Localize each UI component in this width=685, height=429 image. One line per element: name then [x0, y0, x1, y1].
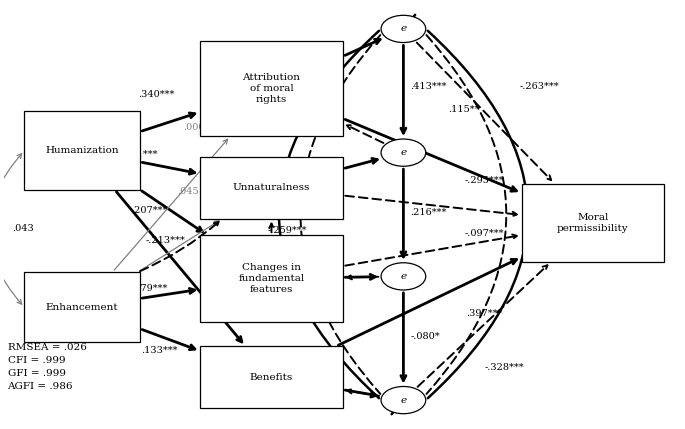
Text: e: e: [400, 272, 406, 281]
Text: -.259***: -.259***: [267, 226, 307, 235]
Text: Changes in
fundamental
features: Changes in fundamental features: [238, 263, 305, 294]
Text: e: e: [400, 24, 406, 33]
FancyArrowPatch shape: [142, 191, 202, 232]
FancyArrowPatch shape: [345, 39, 380, 55]
Circle shape: [381, 387, 426, 414]
Text: .340***: .340***: [138, 91, 175, 100]
Text: .043: .043: [12, 224, 34, 233]
Text: .179***: .179***: [132, 284, 168, 293]
FancyArrowPatch shape: [142, 163, 195, 174]
FancyBboxPatch shape: [25, 272, 140, 342]
Text: .121***: .121***: [121, 150, 158, 159]
FancyArrowPatch shape: [269, 224, 274, 233]
FancyArrowPatch shape: [345, 196, 517, 216]
Text: Benefits: Benefits: [250, 373, 293, 382]
FancyArrowPatch shape: [338, 260, 516, 345]
Text: e: e: [400, 148, 406, 157]
FancyArrowPatch shape: [401, 45, 406, 133]
FancyArrowPatch shape: [345, 119, 516, 191]
FancyArrowPatch shape: [301, 35, 380, 394]
Text: .413***: .413***: [410, 82, 447, 91]
FancyArrowPatch shape: [142, 329, 195, 350]
Text: .216***: .216***: [410, 208, 447, 217]
Text: -.328***: -.328***: [484, 363, 524, 372]
FancyArrowPatch shape: [140, 222, 219, 271]
FancyArrowPatch shape: [142, 113, 195, 131]
Text: Humanization: Humanization: [45, 146, 119, 155]
Circle shape: [381, 263, 426, 290]
Text: Unnaturalness: Unnaturalness: [233, 183, 310, 192]
Text: .207***: .207***: [132, 206, 168, 215]
Text: .397***: .397***: [466, 309, 503, 318]
Circle shape: [381, 15, 426, 42]
FancyBboxPatch shape: [201, 347, 342, 408]
FancyArrowPatch shape: [142, 288, 195, 298]
FancyArrowPatch shape: [345, 158, 377, 168]
Text: .000: .000: [183, 124, 204, 133]
Text: -.097***: -.097***: [465, 229, 504, 238]
FancyArrowPatch shape: [114, 139, 227, 270]
FancyArrowPatch shape: [427, 31, 528, 398]
FancyBboxPatch shape: [201, 41, 342, 136]
Text: Enhancement: Enhancement: [46, 303, 119, 312]
Text: -.080*: -.080*: [410, 332, 440, 341]
FancyArrowPatch shape: [401, 293, 406, 381]
FancyArrowPatch shape: [427, 35, 506, 394]
FancyArrowPatch shape: [392, 406, 398, 414]
FancyArrowPatch shape: [345, 235, 517, 266]
FancyArrowPatch shape: [409, 15, 415, 23]
FancyBboxPatch shape: [201, 157, 342, 219]
FancyBboxPatch shape: [522, 184, 664, 262]
FancyArrowPatch shape: [416, 42, 551, 180]
FancyArrowPatch shape: [279, 31, 379, 398]
FancyArrowPatch shape: [401, 169, 406, 257]
Text: -.295***: -.295***: [465, 176, 504, 185]
Text: e: e: [400, 396, 406, 405]
Circle shape: [381, 139, 426, 166]
Text: .133***: .133***: [142, 346, 178, 355]
FancyArrowPatch shape: [347, 275, 378, 279]
FancyArrowPatch shape: [347, 389, 379, 396]
Text: -.213***: -.213***: [145, 236, 185, 245]
Text: Attribution
of moral
rights: Attribution of moral rights: [242, 73, 301, 104]
FancyArrowPatch shape: [345, 275, 375, 279]
FancyArrowPatch shape: [140, 221, 219, 271]
Text: -.263***: -.263***: [520, 82, 560, 91]
Text: Moral
permissibility: Moral permissibility: [557, 213, 629, 233]
Text: .115**: .115**: [449, 105, 480, 114]
FancyBboxPatch shape: [25, 112, 140, 190]
FancyArrowPatch shape: [345, 390, 376, 397]
FancyBboxPatch shape: [201, 235, 342, 322]
FancyArrowPatch shape: [347, 125, 384, 143]
Text: .045: .045: [177, 187, 199, 196]
FancyArrowPatch shape: [0, 154, 22, 304]
FancyArrowPatch shape: [418, 265, 547, 387]
FancyArrowPatch shape: [116, 192, 242, 342]
Text: RMSEA = .026
CFI = .999
GFI = .999
AGFI = .986: RMSEA = .026 CFI = .999 GFI = .999 AGFI …: [8, 343, 86, 391]
